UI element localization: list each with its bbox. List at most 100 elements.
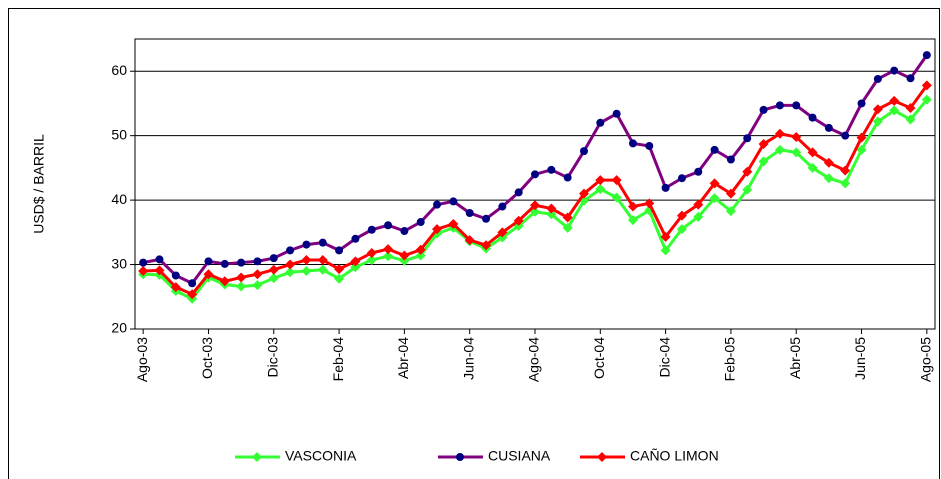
data-point [628, 139, 637, 148]
data-point [921, 94, 932, 105]
x-tick-label: Feb-04 [330, 337, 346, 382]
data-point [578, 188, 589, 199]
data-point [220, 259, 229, 268]
y-tick-label: 40 [111, 191, 127, 207]
data-point [774, 128, 785, 139]
legend-marker [597, 452, 607, 462]
data-point [905, 102, 916, 113]
data-point [840, 178, 851, 189]
chart-border [8, 8, 940, 479]
data-point [237, 258, 246, 267]
data-point [905, 114, 916, 125]
data-point [611, 192, 622, 203]
data-point [791, 131, 802, 142]
data-point [530, 200, 540, 211]
data-point [873, 74, 882, 83]
data-point [366, 255, 377, 266]
data-point [219, 276, 230, 287]
data-point [694, 167, 703, 176]
data-point [383, 251, 394, 262]
data-point [317, 255, 328, 266]
legend-label: CAÑO LIMON [630, 448, 719, 464]
data-point [366, 247, 377, 258]
data-point [302, 240, 311, 249]
data-point [285, 267, 296, 278]
x-tick-label: Abr-04 [395, 337, 411, 379]
legend-label: VASCONIA [285, 448, 357, 464]
data-point [301, 266, 312, 276]
data-point [889, 105, 900, 116]
data-point [645, 141, 654, 150]
data-point [807, 147, 818, 158]
data-point [350, 256, 361, 267]
data-point [547, 165, 556, 174]
data-point [334, 273, 345, 284]
data-point [154, 265, 165, 276]
data-point [856, 132, 867, 143]
data-point [627, 201, 638, 212]
data-point [482, 214, 491, 223]
data-point [465, 209, 474, 217]
data-point [661, 183, 670, 192]
data-point [644, 198, 655, 209]
data-point [693, 211, 704, 222]
data-point [269, 254, 278, 263]
data-point [889, 95, 900, 106]
data-point [171, 271, 180, 280]
data-point [335, 246, 344, 255]
data-point [872, 104, 883, 115]
data-point [285, 259, 296, 270]
data-point [906, 74, 915, 83]
data-point [384, 221, 393, 230]
data-point [759, 105, 768, 114]
data-point [497, 227, 508, 238]
data-point [268, 264, 279, 275]
data-point [399, 250, 410, 261]
data-point [514, 188, 523, 197]
data-point [693, 199, 704, 210]
legend-marker [456, 453, 464, 461]
data-point [742, 184, 753, 195]
data-point [253, 257, 262, 266]
data-point [187, 289, 198, 300]
data-point [301, 255, 312, 266]
data-point [742, 166, 753, 177]
data-point [612, 109, 621, 118]
data-point [546, 209, 557, 220]
data-point [449, 197, 458, 206]
data-point [823, 173, 834, 184]
data-point [725, 206, 736, 217]
data-point [252, 280, 263, 291]
y-tick-label: 30 [111, 255, 127, 271]
data-point [808, 113, 817, 122]
data-point [595, 175, 606, 186]
data-point [268, 273, 279, 284]
data-point [188, 279, 197, 288]
data-point [563, 173, 572, 182]
data-point [709, 193, 720, 204]
data-point [627, 215, 638, 226]
data-point [743, 134, 752, 143]
data-point [595, 184, 606, 195]
x-tick-label: Jun-04 [460, 337, 476, 380]
data-point [774, 144, 785, 155]
data-point [383, 244, 394, 255]
data-point [791, 147, 802, 158]
data-point [433, 200, 442, 209]
data-point [286, 246, 295, 255]
x-tick-label: Ago-04 [526, 337, 542, 382]
data-point [710, 145, 719, 154]
data-point [546, 203, 557, 214]
data-point [531, 170, 539, 179]
data-point [840, 165, 851, 176]
data-point [841, 131, 850, 140]
data-point [660, 231, 671, 242]
x-tick-label: Feb-05 [722, 337, 738, 382]
data-point [432, 224, 443, 235]
data-point [416, 218, 425, 227]
data-point [857, 99, 866, 108]
data-point [823, 157, 834, 168]
data-point [921, 80, 932, 91]
data-point [775, 101, 784, 110]
